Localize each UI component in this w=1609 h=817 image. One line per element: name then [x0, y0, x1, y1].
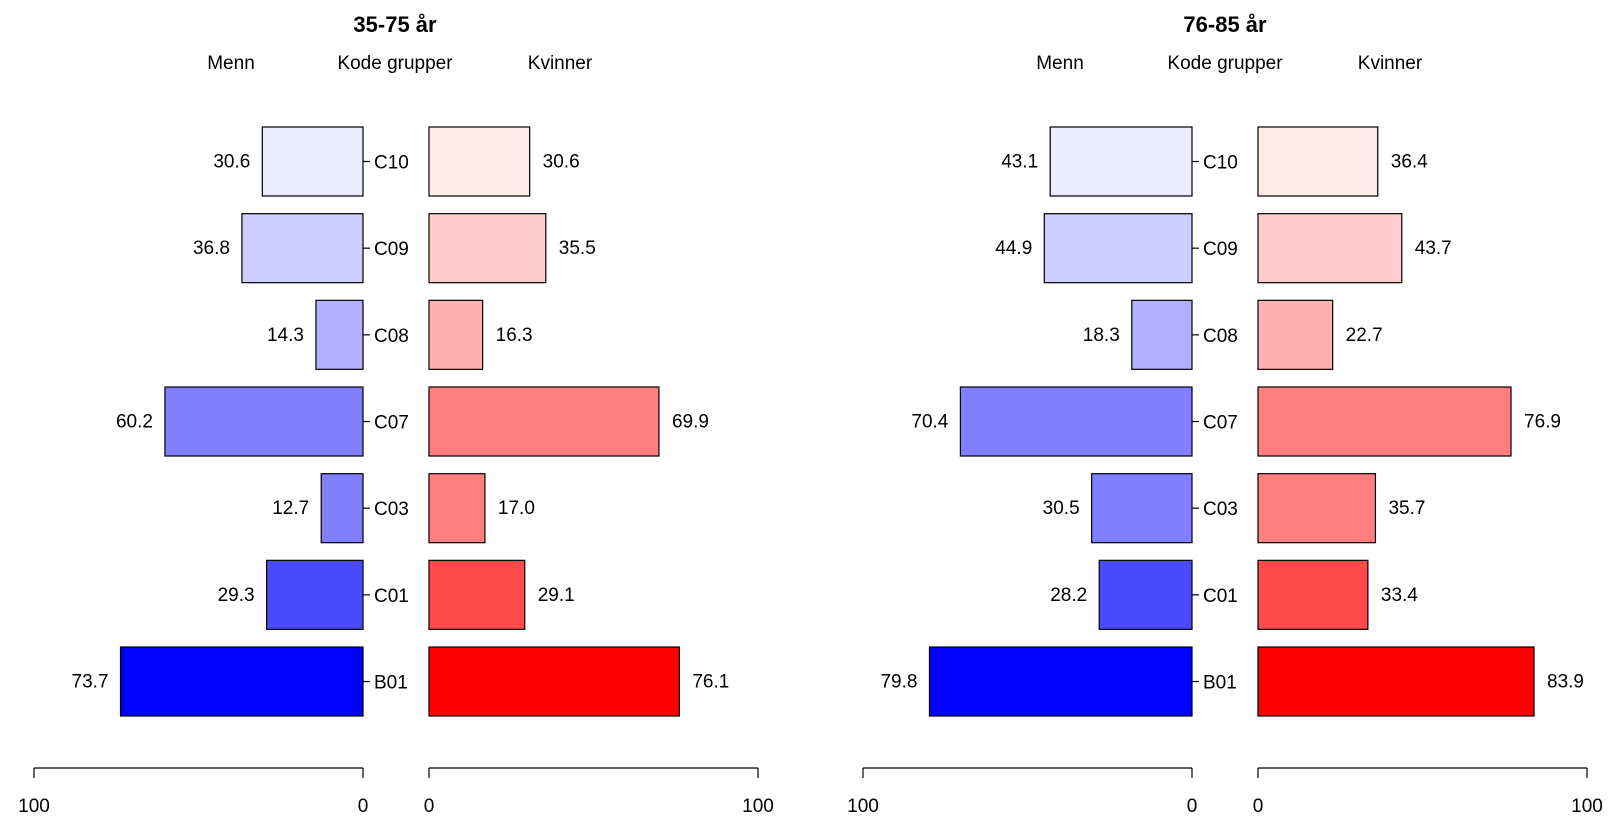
value-label-women: 36.4 — [1391, 152, 1428, 173]
panel-1: 35-75 år Menn Kode grupper Kvinner C10 30.6 30… — [18, 12, 774, 817]
chart-title: 76-85 år — [1183, 12, 1267, 37]
value-label-men: 43.1 — [1001, 152, 1038, 173]
bar-men-c08 — [1131, 299, 1193, 370]
chart-title: 35-75 år — [353, 12, 437, 37]
category-label: B01 — [1203, 673, 1237, 694]
bar-men-c01 — [266, 559, 364, 630]
bar-women-c09 — [1257, 213, 1403, 284]
bar-men-c09 — [241, 213, 364, 284]
value-label-men: 29.3 — [218, 585, 255, 606]
value-label-women: 76.9 — [1524, 412, 1561, 433]
bar-women-c03 — [428, 473, 486, 544]
value-label-women: 69.9 — [672, 412, 709, 433]
bar-women-c07 — [428, 386, 660, 457]
bar-men-c09 — [1043, 213, 1193, 284]
value-label-women: 22.7 — [1346, 325, 1383, 346]
value-label-women: 83.9 — [1547, 672, 1584, 693]
value-label-men: 14.3 — [267, 325, 304, 346]
category-label: C09 — [374, 239, 409, 260]
category-label: C08 — [1203, 326, 1238, 347]
value-label-men: 44.9 — [995, 238, 1032, 259]
value-label-women: 30.6 — [543, 152, 580, 173]
value-label-women: 33.4 — [1381, 585, 1418, 606]
category-label: C07 — [374, 413, 409, 434]
category-label: C07 — [1203, 413, 1238, 434]
value-label-women: 29.1 — [538, 585, 575, 606]
value-label-men: 28.2 — [1050, 585, 1087, 606]
value-label-women: 16.3 — [496, 325, 533, 346]
category-label: B01 — [374, 673, 408, 694]
header-men: Menn — [1036, 53, 1084, 74]
bar-women-c01 — [428, 559, 526, 630]
value-label-women: 76.1 — [692, 672, 729, 693]
bar-men-c08 — [315, 299, 364, 370]
bar-women-c07 — [1257, 386, 1512, 457]
bar-men-c07 — [164, 386, 364, 457]
value-label-men: 18.3 — [1083, 325, 1120, 346]
panel-2: 76-85 år Menn Kode grupper Kvinner C10 43.1 36… — [847, 12, 1603, 817]
bar-women-b01 — [1257, 646, 1535, 717]
tick-label: 0 — [1187, 796, 1198, 817]
tick-label: 100 — [847, 796, 879, 817]
bar-men-c01 — [1098, 559, 1193, 630]
bar-women-c09 — [428, 213, 547, 284]
value-label-women: 35.5 — [559, 238, 596, 259]
bar-women-c10 — [428, 126, 531, 197]
bar-men-c03 — [1091, 473, 1193, 544]
bar-men-c03 — [320, 473, 364, 544]
category-label: C09 — [1203, 239, 1238, 260]
category-label: C08 — [374, 326, 409, 347]
header-men: Menn — [207, 53, 255, 74]
header-women: Kvinner — [1358, 53, 1423, 74]
value-label-men: 12.7 — [272, 498, 309, 519]
category-label: C10 — [1203, 153, 1238, 174]
value-label-men: 79.8 — [880, 672, 917, 693]
bar-men-c10 — [261, 126, 364, 197]
value-label-women: 35.7 — [1388, 498, 1425, 519]
tick-label: 0 — [358, 796, 369, 817]
tick-label: 100 — [742, 796, 774, 817]
value-label-women: 17.0 — [498, 498, 535, 519]
category-label: C10 — [374, 153, 409, 174]
bar-women-c03 — [1257, 473, 1377, 544]
bar-women-b01 — [428, 646, 680, 717]
bar-women-c01 — [1257, 559, 1369, 630]
header-groups: Kode grupper — [337, 53, 453, 74]
category-label: C01 — [374, 586, 409, 607]
value-label-men: 30.6 — [213, 152, 250, 173]
bar-men-c07 — [959, 386, 1193, 457]
value-label-men: 73.7 — [72, 672, 109, 693]
category-label: C01 — [1203, 586, 1238, 607]
bar-men-b01 — [928, 646, 1193, 717]
bar-women-c08 — [428, 299, 484, 370]
bar-women-c08 — [1257, 299, 1334, 370]
value-label-men: 60.2 — [116, 412, 153, 433]
tick-label: 0 — [1253, 796, 1264, 817]
value-label-men: 30.5 — [1043, 498, 1080, 519]
header-women: Kvinner — [528, 53, 593, 74]
value-label-women: 43.7 — [1415, 238, 1452, 259]
tick-label: 100 — [18, 796, 50, 817]
tick-label: 0 — [424, 796, 435, 817]
header-groups: Kode grupper — [1167, 53, 1283, 74]
bar-women-c10 — [1257, 126, 1379, 197]
bar-men-c10 — [1049, 126, 1193, 197]
tick-label: 100 — [1571, 796, 1603, 817]
bar-men-b01 — [119, 646, 364, 717]
value-label-men: 36.8 — [193, 238, 230, 259]
category-label: C03 — [374, 499, 409, 520]
value-label-men: 70.4 — [911, 412, 948, 433]
category-label: C03 — [1203, 499, 1238, 520]
